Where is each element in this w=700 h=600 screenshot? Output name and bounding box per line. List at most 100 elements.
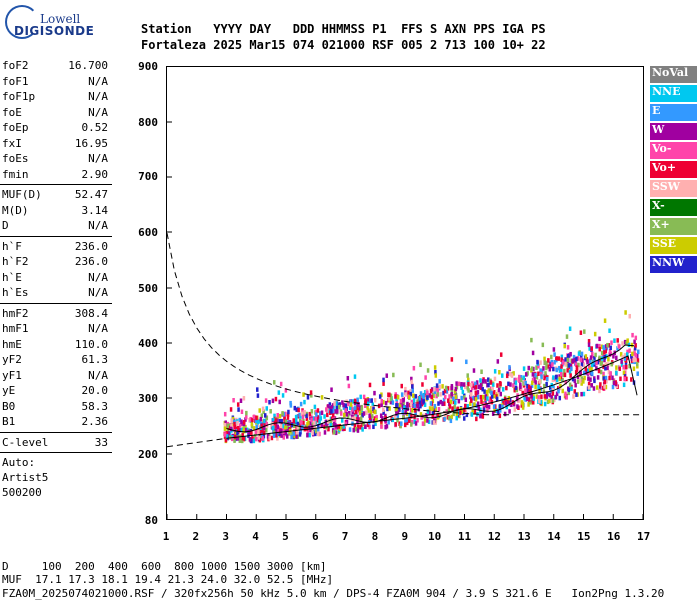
ionogram-plot[interactable] (166, 66, 644, 520)
echo-point (265, 421, 269, 427)
echo-point (316, 418, 319, 423)
echo-point (450, 391, 453, 397)
footer-file-info: FZA0M_2025074021000.RSF / 320fx256h 50 k… (2, 587, 665, 600)
echo-point (260, 428, 263, 433)
echo-point (403, 422, 407, 428)
echo-point (567, 387, 571, 393)
echo-point (344, 407, 348, 413)
y-tick-label: 700 (138, 170, 158, 183)
echo-point (552, 347, 556, 352)
param-value: 236.0 (74, 255, 108, 268)
echo-point (539, 399, 543, 405)
echo-point (543, 356, 546, 362)
echo-point (630, 377, 633, 382)
echo-point (537, 395, 540, 400)
echo-point (450, 414, 453, 420)
echo-point (493, 393, 496, 399)
echo-point (481, 394, 485, 400)
echo-point (543, 401, 547, 407)
echo-point (438, 412, 442, 418)
echo-point (286, 412, 290, 417)
echo-point (382, 377, 385, 383)
echo-point (569, 363, 573, 369)
echo-point (582, 370, 586, 376)
echo-point (489, 396, 492, 402)
header-labels: Station YYYY DAY DDD HHMMSS P1 FFS S AXN… (141, 22, 546, 36)
echo-point (361, 427, 364, 432)
echo-point (615, 355, 618, 361)
echo-point (443, 401, 446, 406)
echo-point (264, 398, 268, 403)
echo-point (419, 362, 422, 368)
echo-point (501, 387, 505, 392)
echo-point (328, 402, 332, 407)
echo-point (254, 418, 258, 424)
echo-point (455, 381, 458, 386)
echo-point (444, 385, 448, 391)
echo-point (398, 407, 401, 412)
echo-point (413, 403, 416, 409)
echo-point (262, 430, 266, 435)
echo-point (223, 426, 227, 431)
echo-point (631, 351, 634, 357)
echo-point (265, 415, 269, 421)
echo-point (445, 388, 448, 394)
echo-point (327, 404, 330, 409)
echo-point (283, 431, 286, 437)
echo-point (281, 411, 284, 416)
param-row-yf1: yF1 N/A (0, 368, 112, 384)
echo-point (543, 394, 547, 399)
echo-point (354, 409, 358, 415)
echo-point (595, 343, 599, 349)
echo-point (233, 438, 236, 443)
echo-point (241, 432, 244, 438)
echo-point (621, 341, 624, 346)
param-row-b1: B1 2.36 (0, 414, 112, 430)
echo-point (448, 401, 451, 407)
echo-point (567, 353, 570, 359)
echo-point (519, 375, 523, 380)
echo-point (272, 380, 276, 385)
echo-point (238, 417, 241, 423)
echo-point (350, 414, 354, 419)
echo-point (484, 379, 487, 384)
echo-point (233, 421, 236, 427)
echo-point (245, 427, 249, 433)
param-key: hmE (2, 337, 22, 351)
y-tick-label: 600 (138, 226, 158, 239)
echo-point (460, 385, 463, 390)
echo-point (621, 355, 624, 360)
echo-point (369, 410, 373, 415)
echo-point (587, 342, 591, 347)
echo-point (582, 379, 585, 384)
param-divider (0, 452, 112, 453)
echo-point (380, 402, 383, 408)
echo-point (524, 397, 527, 402)
echo-point (259, 416, 263, 422)
echo-point (593, 378, 596, 384)
echo-point (455, 411, 459, 417)
echo-point (337, 404, 341, 410)
echo-point (452, 396, 455, 402)
echo-point (632, 366, 636, 371)
param-value: 110.0 (74, 337, 108, 351)
echo-point (604, 366, 607, 371)
param-key: h`E (2, 270, 22, 284)
echo-point (633, 339, 636, 345)
echo-point (437, 401, 440, 406)
echo-point (274, 418, 278, 423)
echo-point (449, 418, 453, 424)
echo-point (342, 405, 346, 410)
echo-point (343, 412, 346, 418)
echo-point (449, 399, 453, 404)
echo-point (285, 434, 289, 439)
echo-point (555, 377, 559, 383)
echo-point (473, 402, 476, 407)
echo-point (314, 431, 317, 437)
echo-point (442, 390, 445, 396)
echo-point (557, 356, 560, 361)
echo-point (280, 428, 283, 434)
echo-point (531, 350, 535, 356)
echo-point (305, 416, 309, 421)
echo-point (354, 412, 358, 418)
